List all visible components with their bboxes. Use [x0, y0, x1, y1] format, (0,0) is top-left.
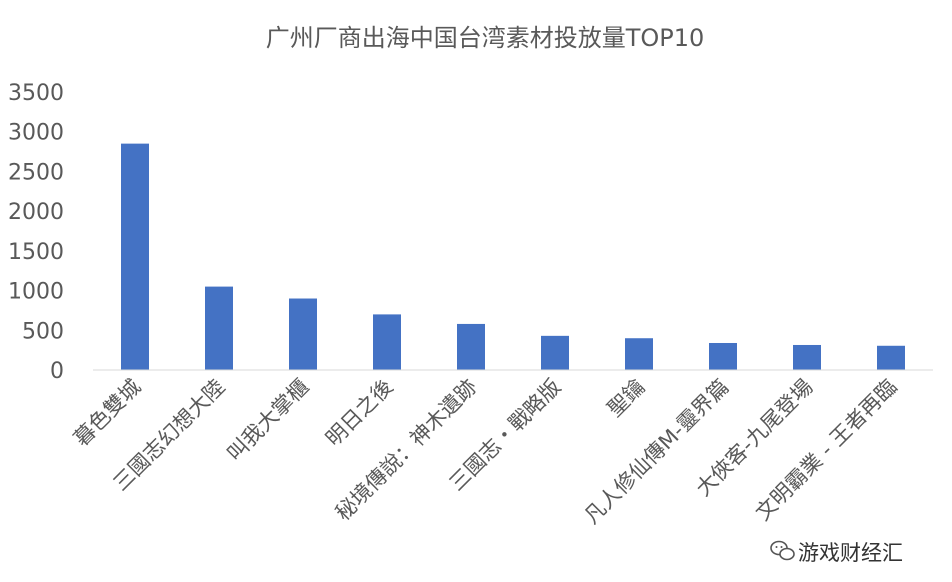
bar	[121, 143, 149, 370]
x-tick-label: 聖鑰	[603, 375, 650, 422]
x-tick-label: 叫我大掌櫃	[222, 375, 313, 466]
bar	[877, 345, 905, 370]
bar	[457, 323, 485, 370]
chart-title: 广州厂商出海中国台湾素材投放量TOP10	[266, 24, 705, 52]
x-tick-label: 秘境傳說：神木遺跡	[331, 375, 482, 526]
x-tick-label: 文明霸業 - 王者再臨	[751, 375, 902, 526]
y-tick-label: 1000	[8, 280, 64, 305]
bar	[709, 342, 737, 370]
x-tick-label: 暮色雙城	[69, 375, 145, 451]
x-tick-label: 明日之後	[321, 375, 397, 451]
watermark-text: 游戏财经汇	[798, 541, 903, 565]
bars	[121, 143, 905, 370]
y-tick-label: 0	[50, 359, 64, 384]
x-tick-label: 凡人修仙傳M-靈界篇	[580, 375, 734, 529]
y-axis: 0 500 1000 1500 2000 2500 3000 3500	[8, 81, 64, 384]
watermark: 游戏财经汇	[770, 540, 903, 565]
bar	[793, 344, 821, 370]
y-tick-label: 500	[22, 319, 64, 344]
wechat-icon	[770, 540, 795, 561]
y-tick-label: 2000	[8, 200, 64, 225]
y-tick-label: 2500	[8, 160, 64, 185]
bar	[289, 298, 317, 370]
y-tick-label: 3500	[8, 81, 64, 106]
bar	[625, 338, 653, 370]
y-tick-label: 1500	[8, 240, 64, 265]
bar	[541, 335, 569, 370]
bar	[205, 286, 233, 370]
y-tick-label: 3000	[8, 121, 64, 146]
bar	[373, 314, 401, 370]
